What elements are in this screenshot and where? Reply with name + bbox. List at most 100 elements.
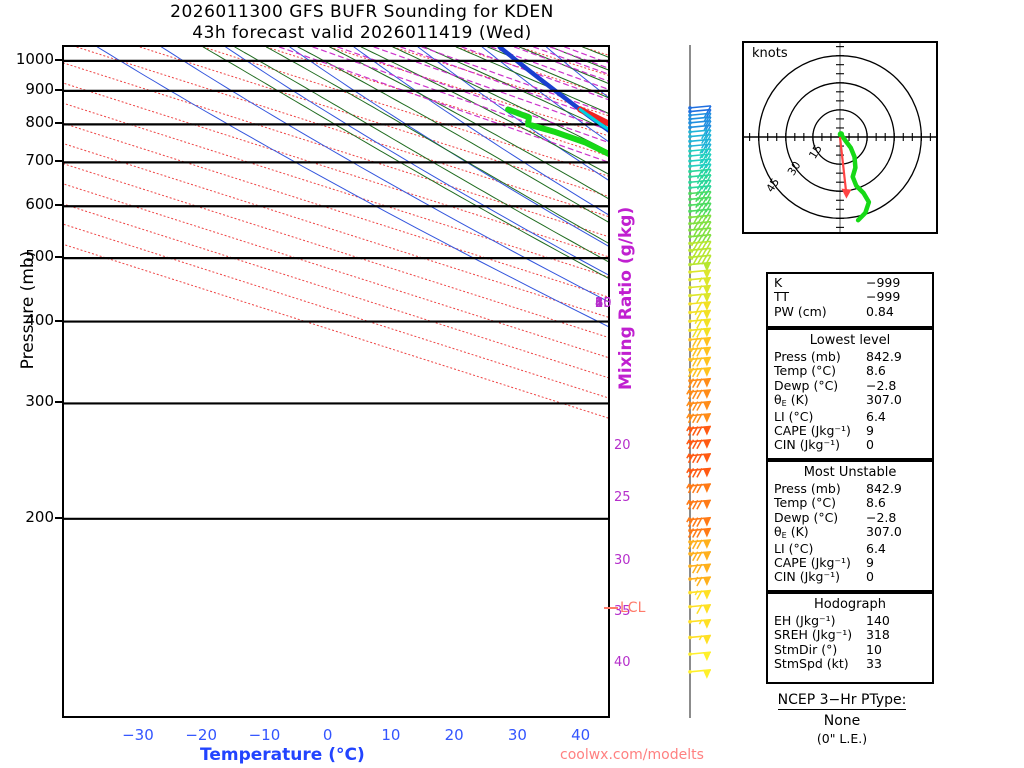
mixing-ratio-right-label: 25 (614, 490, 631, 505)
temperature-tick-label: 30 (507, 726, 527, 744)
mixing-ratio-label: 2 (595, 296, 604, 312)
wind-barb (688, 269, 711, 280)
stat-value: 0 (866, 569, 874, 585)
hodograph-stats-rows: EH (Jkg⁻¹) 140 SREH (Jkg⁻¹) 318 StmDir (°) 10… (768, 612, 932, 672)
wind-barb (686, 452, 711, 464)
dry-adiabat (417, 47, 608, 181)
pressure-tick-label: 600 (25, 195, 54, 214)
isotherm (64, 223, 608, 399)
wind-barb (688, 336, 711, 348)
stat-key: CAPE (Jkg⁻¹) (774, 423, 851, 439)
wind-barb (688, 634, 711, 645)
mixing-ratio-label: 10 (595, 296, 612, 312)
pressure-tick (55, 319, 64, 322)
stat-row: LI (°C) 6.4 (768, 540, 932, 556)
wind-barb (688, 208, 712, 219)
temperature-tick-label: −30 (122, 726, 154, 744)
wind-barb (688, 603, 711, 615)
moist-adiabat (392, 47, 608, 152)
lowest-level-rows: Press (mb) 842.9 Temp (°C) 8.6 Dewp (°C) −2.8… (768, 348, 932, 453)
mixing-ratio-right-label: 35 (614, 604, 631, 619)
sounding-trace-parcel (578, 107, 608, 131)
moist-adiabat (455, 47, 608, 114)
lowest-level-panel: Lowest level Press (mb) 842.9 Temp (°C) 8.6… (766, 328, 934, 460)
most-unstable-panel: Most Unstable Press (mb) 842.9 Temp (°C) 8.… (766, 460, 934, 592)
hodograph-ring-label: 45 (764, 176, 782, 195)
stat-value: 0 (866, 437, 874, 453)
storm-motion-vector (838, 136, 848, 195)
stat-key: CIN (Jkg⁻¹) (774, 437, 840, 453)
pressure-tick-label: 800 (25, 113, 54, 132)
moist-adiabat (265, 47, 608, 244)
mixing-ratio-axis-label: Mixing Ratio (g/kg) (616, 206, 636, 390)
wind-barb (688, 174, 712, 185)
stat-key: LI (°C) (774, 540, 814, 556)
wind-barb (688, 327, 711, 338)
stat-value: 307.0 (866, 524, 902, 540)
temperature-tick-label: −20 (185, 726, 217, 744)
temperature-tick-label: 20 (444, 726, 464, 744)
isotherm (64, 244, 608, 419)
stat-key: Temp (°C) (774, 363, 837, 379)
stat-key: StmDir (°) (774, 641, 838, 657)
stat-value: −999 (866, 275, 901, 290)
stat-row: PW (cm) 0.84 (768, 304, 932, 319)
moist-adiabat (487, 47, 608, 99)
watermark: coolwx.com/modelts (560, 747, 704, 763)
isotherm (64, 163, 608, 338)
stat-key: CAPE (Jkg⁻¹) (774, 555, 851, 571)
dry-adiabat (96, 47, 608, 328)
temperature-tick-label: 0 (322, 726, 333, 744)
isotherm (64, 143, 608, 318)
mixing-ratio-line (373, 47, 608, 131)
wind-barb (688, 669, 711, 679)
stat-value: 842.9 (866, 349, 902, 364)
wind-barb (687, 377, 711, 389)
mixing-ratio-line (278, 47, 608, 163)
skewt-canvas (64, 47, 608, 520)
wind-barb (687, 527, 711, 538)
mixing-ratio-right-label: 40 (614, 655, 631, 670)
mixing-ratio-label: 6 (595, 296, 604, 312)
stat-row: SREH (Jkg⁻¹) 318 (768, 627, 932, 642)
stat-row: LI (°C) 6.4 (768, 409, 932, 424)
wind-barb (688, 292, 711, 303)
isotherm (76, 47, 608, 217)
wind-barb (688, 550, 711, 562)
stat-row: EH (Jkg⁻¹) 140 (768, 613, 932, 628)
stat-key: StmSpd (kt) (774, 656, 849, 672)
stat-value: 6.4 (866, 540, 886, 556)
indices-rows: K −999 TT −999 PW (cm) 0.84 (768, 274, 932, 319)
hodograph-units-label: knots (752, 46, 788, 61)
pressure-tick-label: 300 (25, 392, 54, 411)
title-line-2: 43h forecast valid 2026011419 (Wed) (192, 23, 532, 43)
isotherm (64, 203, 608, 379)
lcl-tick (604, 607, 618, 609)
stat-row: StmSpd (kt) 33 (768, 656, 932, 672)
wind-barb (688, 153, 712, 164)
wind-barb (686, 438, 711, 450)
mixing-ratio-right-label: 20 (614, 438, 631, 453)
moist-adiabat (424, 47, 608, 132)
mixing-ratio-label: 4 (595, 296, 604, 312)
stat-key: Temp (°C) (774, 495, 837, 511)
wind-barb-column[interactable] (660, 45, 730, 718)
wind-barb (686, 400, 711, 411)
wind-barb (686, 499, 711, 510)
pressure-tick-label: 1000 (15, 49, 54, 68)
stat-key: θE (K) (774, 392, 809, 409)
mixing-ratio-label: 8 (595, 296, 604, 312)
hodograph-ring-label: 30 (785, 159, 803, 178)
hodograph-panel[interactable]: 15 30 45 knots (742, 41, 938, 234)
stat-key: K (774, 275, 783, 290)
skewt-diagram[interactable] (62, 45, 610, 718)
stat-key: Press (mb) (774, 349, 841, 364)
stat-value: 140 (866, 613, 890, 628)
pressure-tick (55, 58, 64, 61)
mixing-ratio-line (312, 47, 608, 152)
wind-barb (688, 576, 711, 587)
stat-value: 9 (866, 423, 874, 439)
temperature-axis-label: Temperature (°C) (200, 745, 365, 765)
mixing-ratio-line (490, 47, 608, 90)
